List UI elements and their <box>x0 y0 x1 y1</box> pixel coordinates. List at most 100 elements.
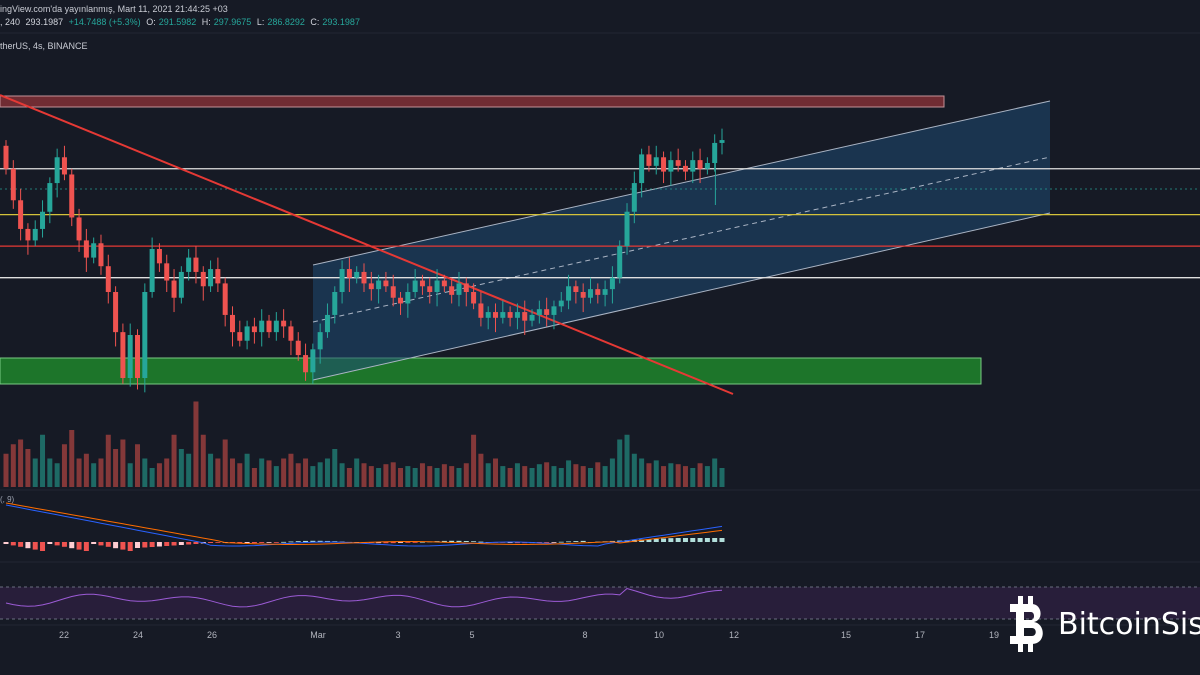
volume-bar <box>47 458 53 487</box>
x-tick-label: 24 <box>133 630 143 640</box>
volume-bar <box>171 434 177 487</box>
macd-histogram-bar <box>127 542 133 551</box>
macd-histogram-bar <box>317 540 323 542</box>
candle-body <box>580 292 586 298</box>
macd-histogram-bar <box>3 542 9 544</box>
candle-body <box>149 249 155 292</box>
macd-histogram-bar <box>40 542 46 551</box>
candle-body <box>631 183 637 212</box>
candle-body <box>682 165 688 172</box>
candle-body <box>493 312 499 318</box>
macd-histogram-bar <box>76 542 82 550</box>
macd-histogram-bar <box>47 542 53 544</box>
macd-histogram-bar <box>324 540 330 542</box>
macd-histogram-bar <box>668 538 674 542</box>
candle-body <box>368 283 374 290</box>
volume-bar <box>40 434 46 487</box>
candle-body <box>639 154 645 184</box>
candle-body <box>127 335 133 378</box>
candle-body <box>390 286 396 298</box>
candle-body <box>105 266 111 292</box>
macd-histogram-bar <box>273 542 279 543</box>
macd-histogram-bar <box>310 540 316 542</box>
candle-body <box>383 280 389 287</box>
volume-bar <box>113 449 119 487</box>
volume-bar <box>339 463 345 487</box>
macd-histogram-bar <box>186 542 192 545</box>
volume-bar <box>32 458 38 487</box>
candle-body <box>646 154 652 166</box>
candle-body <box>441 280 447 287</box>
x-tick-label: 8 <box>582 630 587 640</box>
volume-bar <box>25 449 31 487</box>
candle-body <box>186 257 192 272</box>
volume-bar <box>303 458 309 487</box>
macd-histogram-bar <box>661 538 667 542</box>
volume-bar <box>500 466 506 487</box>
watermark: BitcoinSis <box>1004 594 1200 654</box>
volume-bar <box>558 468 564 487</box>
macd-histogram-bar <box>697 538 703 542</box>
ascending-channel <box>313 101 1050 380</box>
candle-body <box>47 183 53 212</box>
candle-body <box>229 314 235 333</box>
volume-bar <box>653 460 659 487</box>
candle-body <box>449 286 455 295</box>
volume-bar <box>624 434 630 487</box>
resistance-zone <box>0 95 945 108</box>
volume-bar <box>595 462 601 487</box>
volume-bar <box>3 453 9 487</box>
c-label: C: <box>310 17 320 27</box>
candle-body <box>156 249 162 264</box>
x-tick-label: 3 <box>395 630 400 640</box>
volume-bar <box>244 453 250 487</box>
candle-body <box>142 292 148 378</box>
candle-body <box>83 240 89 258</box>
h-label: H: <box>201 17 211 27</box>
volume-bar <box>668 463 674 487</box>
candle-body <box>295 340 301 356</box>
macd-histogram-bar <box>551 542 557 543</box>
candle-body <box>10 168 16 201</box>
volume-bar <box>142 458 148 487</box>
volume-bar <box>441 464 447 487</box>
macd-histogram-bar <box>303 540 309 542</box>
candle-body <box>32 228 38 241</box>
candle-body <box>485 312 491 318</box>
volume-bar <box>54 463 60 487</box>
candle-body <box>566 286 572 301</box>
candle-body <box>113 292 119 333</box>
candle-body <box>281 320 287 327</box>
candle-body <box>25 228 31 241</box>
candle-body <box>595 289 601 295</box>
macd-histogram-bar <box>10 542 16 546</box>
volume-bar <box>617 439 623 487</box>
candle-body <box>259 320 265 333</box>
candle-body <box>529 314 535 321</box>
volume-bar <box>478 453 484 487</box>
volume-bar <box>631 453 637 487</box>
macd-histogram-bar <box>646 539 652 542</box>
volume-bar <box>164 458 170 487</box>
candle-body <box>3 145 9 169</box>
volume-bar <box>346 468 352 487</box>
candle-body <box>266 320 272 333</box>
volume-bar <box>61 444 67 487</box>
candle-body <box>617 246 623 278</box>
macd-histogram-bar <box>682 538 688 542</box>
o-value: 291.5982 <box>158 17 197 27</box>
volume-bar <box>69 430 75 487</box>
candle-body <box>215 269 221 284</box>
volume-bar <box>522 466 528 487</box>
candle-body <box>514 312 520 318</box>
macd-histogram-bar <box>18 542 24 547</box>
volume-bar <box>566 460 572 487</box>
candle-body <box>704 163 710 169</box>
volume-bar <box>427 466 433 487</box>
volume-bar <box>317 462 323 487</box>
volume-bar <box>471 434 477 487</box>
candle-body <box>471 292 477 304</box>
candle-body <box>668 160 674 172</box>
macd-histogram-bar <box>142 542 148 548</box>
